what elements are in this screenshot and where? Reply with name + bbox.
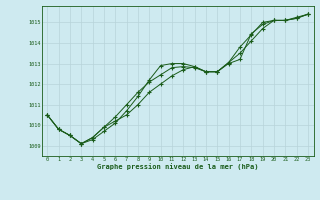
X-axis label: Graphe pression niveau de la mer (hPa): Graphe pression niveau de la mer (hPa) <box>97 163 258 170</box>
